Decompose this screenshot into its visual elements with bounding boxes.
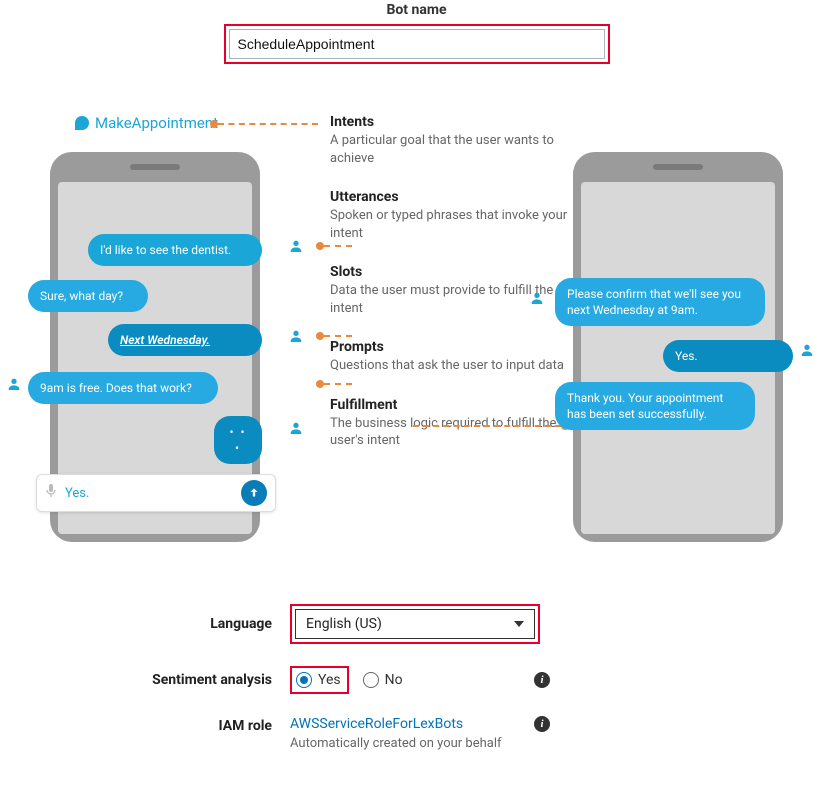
iam-subtext: Automatically created on your behalf xyxy=(290,736,550,751)
def-title: Prompts xyxy=(330,339,580,355)
language-select[interactable]: English (US) xyxy=(295,609,535,639)
info-icon[interactable]: i xyxy=(534,716,550,732)
person-icon xyxy=(288,420,304,436)
msg-bot-2: 9am is free. Does that work? xyxy=(28,372,218,404)
radio-no-label: No xyxy=(385,672,403,688)
chat-input-bar: Yes. xyxy=(36,474,276,512)
bot-name-input[interactable] xyxy=(229,29,605,59)
lex-infographic: MakeAppointment I'd like to see the dent… xyxy=(20,104,813,554)
phone-left-screen: I'd like to see the dentist. Sure, what … xyxy=(58,182,252,534)
def-intents: Intents A particular goal that the user … xyxy=(330,114,580,167)
connector-dot xyxy=(316,242,324,250)
phone-right-screen: Please confirm that we'll see you next W… xyxy=(581,182,775,534)
form-section: Language English (US) Sentiment analysis… xyxy=(0,604,833,751)
chevron-down-icon xyxy=(514,621,524,627)
radio-no[interactable] xyxy=(363,672,379,688)
send-button[interactable] xyxy=(241,480,267,506)
person-icon xyxy=(6,376,22,392)
def-desc: A particular goal that the user wants to… xyxy=(330,132,580,167)
sentiment-yes-highlight: Yes xyxy=(290,666,349,694)
msg-user-r1: Yes. xyxy=(663,340,793,372)
row-iam: IAM role AWSServiceRoleForLexBots i Auto… xyxy=(0,716,833,751)
msg-bot-1: Sure, what day? xyxy=(28,280,148,312)
def-desc: The business logic required to fulfill t… xyxy=(330,415,580,450)
person-icon xyxy=(288,328,304,344)
connector-line xyxy=(218,123,318,125)
person-icon xyxy=(288,238,304,254)
speech-bubble-icon xyxy=(75,116,89,130)
row-sentiment: Sentiment analysis Yes No i xyxy=(0,666,833,694)
def-title: Intents xyxy=(330,114,580,130)
connector-dot xyxy=(316,380,324,388)
mic-icon[interactable] xyxy=(45,483,57,503)
msg-user-1: I'd like to see the dentist. xyxy=(88,234,262,266)
person-icon xyxy=(799,342,815,358)
info-icon[interactable]: i xyxy=(534,672,550,688)
msg-typing: • • • xyxy=(214,416,262,464)
language-value: English (US) xyxy=(306,616,382,632)
iam-label: IAM role xyxy=(0,716,290,734)
def-title: Fulfillment xyxy=(330,397,580,413)
phone-left: I'd like to see the dentist. Sure, what … xyxy=(50,152,260,542)
sentiment-label: Sentiment analysis xyxy=(0,672,290,688)
def-prompts: Prompts Questions that ask the user to i… xyxy=(330,339,580,375)
language-label: Language xyxy=(0,616,290,632)
connector-dot xyxy=(316,332,324,340)
radio-yes-label: Yes xyxy=(318,672,341,688)
connector-line xyxy=(413,425,561,427)
radio-yes[interactable] xyxy=(296,672,312,688)
def-fulfillment: Fulfillment The business logic required … xyxy=(330,397,580,450)
def-utterances: Utterances Spoken or typed phrases that … xyxy=(330,189,580,242)
phone-speaker xyxy=(653,164,703,170)
intent-title-text: MakeAppointment xyxy=(95,114,218,132)
msg-bot-r2: Thank you. Your appointment has been set… xyxy=(555,382,755,430)
def-desc: Questions that ask the user to input dat… xyxy=(330,357,580,375)
phone-speaker xyxy=(130,164,180,170)
def-desc: Spoken or typed phrases that invoke your… xyxy=(330,207,580,242)
intent-title: MakeAppointment xyxy=(75,114,218,132)
msg-bot-r1: Please confirm that we'll see you next W… xyxy=(555,278,765,326)
language-highlight: English (US) xyxy=(290,604,540,644)
row-language: Language English (US) xyxy=(0,604,833,644)
person-icon xyxy=(529,290,545,306)
msg-user-2: Next Wednesday. xyxy=(108,324,262,356)
bot-name-highlight xyxy=(224,24,610,64)
phone-right: Please confirm that we'll see you next W… xyxy=(573,152,783,542)
iam-role-link[interactable]: AWSServiceRoleForLexBots xyxy=(290,716,463,732)
def-title: Slots xyxy=(330,264,580,280)
bot-name-label: Bot name xyxy=(0,2,833,18)
def-title: Utterances xyxy=(330,189,580,205)
chat-input-text[interactable]: Yes. xyxy=(65,486,241,501)
connector-dot xyxy=(210,120,218,128)
